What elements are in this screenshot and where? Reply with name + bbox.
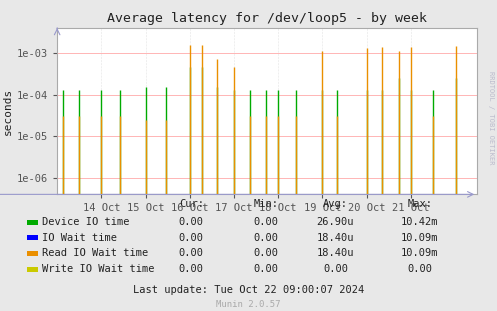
Text: IO Wait time: IO Wait time: [42, 233, 117, 243]
Text: 18.40u: 18.40u: [317, 248, 354, 258]
Text: Write IO Wait time: Write IO Wait time: [42, 264, 155, 274]
Text: 0.00: 0.00: [323, 264, 348, 274]
Text: 18.40u: 18.40u: [317, 233, 354, 243]
Text: Avg:: Avg:: [323, 199, 348, 209]
Text: Munin 2.0.57: Munin 2.0.57: [216, 300, 281, 309]
Text: Read IO Wait time: Read IO Wait time: [42, 248, 149, 258]
Text: 10.09m: 10.09m: [401, 248, 439, 258]
Text: Device IO time: Device IO time: [42, 217, 130, 227]
Text: 0.00: 0.00: [408, 264, 432, 274]
Text: 0.00: 0.00: [253, 248, 278, 258]
Text: Min:: Min:: [253, 199, 278, 209]
Text: 10.42m: 10.42m: [401, 217, 439, 227]
Text: Last update: Tue Oct 22 09:00:07 2024: Last update: Tue Oct 22 09:00:07 2024: [133, 285, 364, 295]
Text: 0.00: 0.00: [179, 264, 204, 274]
Text: 0.00: 0.00: [253, 233, 278, 243]
Text: 26.90u: 26.90u: [317, 217, 354, 227]
Text: 0.00: 0.00: [253, 217, 278, 227]
Y-axis label: seconds: seconds: [2, 88, 13, 135]
Text: 0.00: 0.00: [253, 264, 278, 274]
Text: 0.00: 0.00: [179, 233, 204, 243]
Text: 10.09m: 10.09m: [401, 233, 439, 243]
Text: 0.00: 0.00: [179, 248, 204, 258]
Text: Max:: Max:: [408, 199, 432, 209]
Text: RRDTOOL / TOBI OETIKER: RRDTOOL / TOBI OETIKER: [488, 72, 494, 165]
Text: 0.00: 0.00: [179, 217, 204, 227]
Title: Average latency for /dev/loop5 - by week: Average latency for /dev/loop5 - by week: [107, 12, 427, 26]
Text: Cur:: Cur:: [179, 199, 204, 209]
